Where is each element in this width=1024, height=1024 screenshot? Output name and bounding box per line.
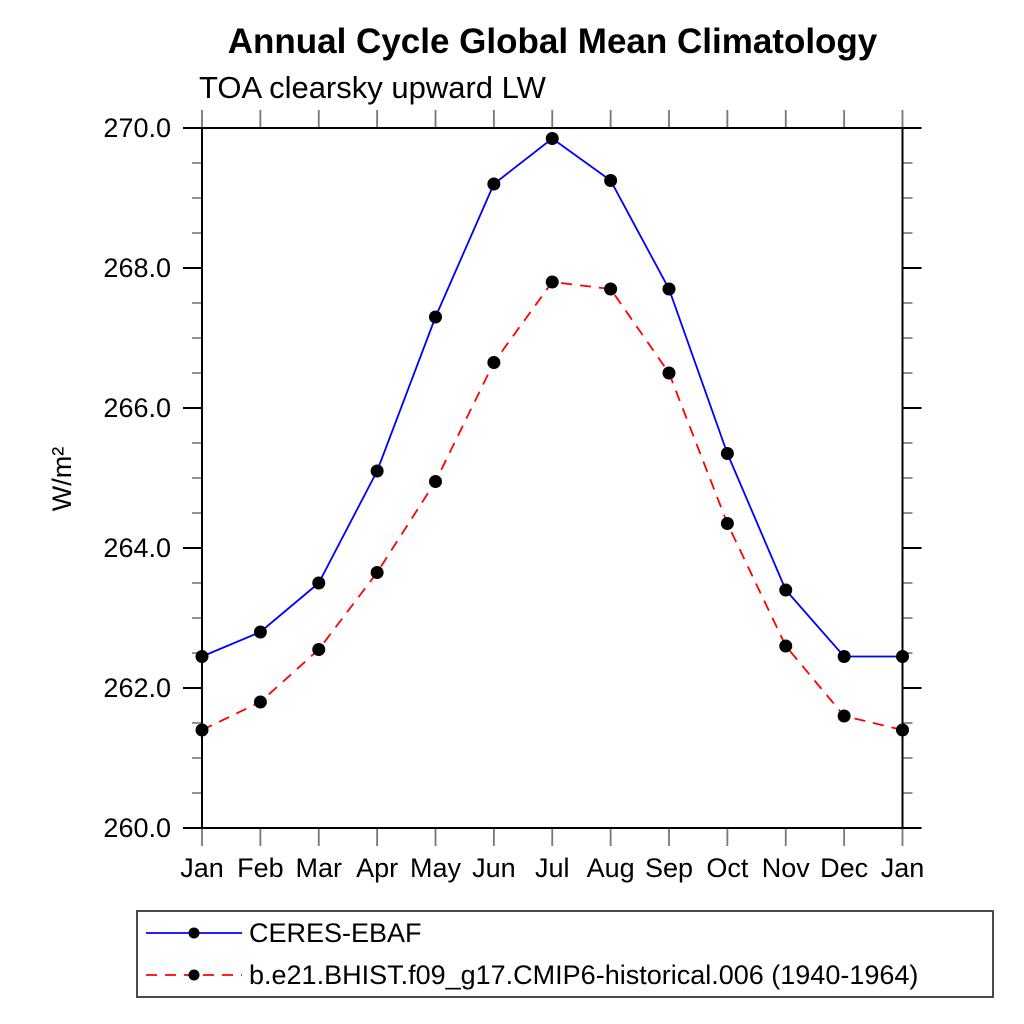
- data-point-s1-Mar: [312, 643, 326, 656]
- data-point-s1-May: [429, 475, 442, 488]
- data-point-s0-Sep: [662, 282, 676, 296]
- legend-label-model: b.e21.BHIST.f09_g17.CMIP6-historical.006…: [249, 959, 919, 990]
- legend-line-sample-dashed: [146, 969, 242, 981]
- y-axis-label: W/m²: [47, 446, 77, 512]
- data-point-s0-Jun: [487, 177, 501, 191]
- plot-frame: [201, 127, 904, 829]
- x-tick-label: May: [410, 853, 462, 883]
- x-tick-label: Jan: [180, 853, 224, 883]
- y-tick-label: 268.0: [103, 253, 171, 283]
- x-tick-label: Oct: [706, 853, 749, 883]
- data-point-s1-Jan: [195, 723, 209, 737]
- data-point-s0-Jan: [896, 650, 909, 663]
- legend-line-sample-solid: [146, 927, 242, 939]
- x-tick-label: Aug: [587, 853, 635, 883]
- data-point-s1-Jan: [896, 723, 909, 737]
- data-point-s1-Oct: [720, 517, 734, 530]
- legend-item-ceres: CERES-EBAF: [138, 914, 992, 952]
- data-point-s1-Jun: [487, 356, 501, 369]
- x-tick-label: Dec: [820, 853, 868, 883]
- data-point-s0-Nov: [779, 583, 793, 597]
- chart-subtitle: TOA clearsky upward LW: [199, 70, 546, 105]
- data-point-s0-Jul: [545, 132, 559, 145]
- data-point-s0-May: [429, 310, 442, 324]
- x-tick-label: Apr: [356, 853, 398, 883]
- data-point-s0-Feb: [253, 625, 267, 639]
- data-point-s1-Nov: [779, 639, 793, 653]
- y-tick-label: 270.0: [103, 113, 171, 143]
- y-tick-label: 264.0: [103, 533, 171, 563]
- legend: CERES-EBAF b.e21.BHIST.f09_g17.CMIP6-his…: [136, 910, 994, 998]
- y-tick-label: 262.0: [103, 673, 171, 703]
- data-point-s0-Apr: [370, 464, 384, 478]
- data-point-s0-Dec: [837, 650, 851, 663]
- data-point-s0-Jan: [195, 650, 209, 663]
- data-point-s1-Aug: [604, 282, 618, 296]
- data-point-s1-Sep: [662, 366, 676, 380]
- series-line-1: [201, 281, 903, 731]
- x-tick-label: Nov: [762, 853, 811, 883]
- x-tick-label: Jun: [472, 853, 516, 883]
- data-point-s1-Apr: [370, 566, 384, 579]
- data-point-s0-Aug: [604, 174, 618, 187]
- data-point-s1-Jul: [545, 275, 559, 289]
- data-point-s0-Oct: [720, 447, 734, 460]
- legend-item-model: b.e21.BHIST.f09_g17.CMIP6-historical.006…: [138, 956, 992, 994]
- y-tick-label: 266.0: [103, 393, 171, 423]
- y-tick-label: 260.0: [103, 813, 171, 843]
- x-tick-label: Jan: [881, 853, 925, 883]
- series-line-0: [201, 137, 903, 658]
- legend-label-ceres: CERES-EBAF: [249, 917, 422, 948]
- x-tick-label: Mar: [296, 853, 343, 883]
- x-tick-label: Sep: [645, 853, 693, 883]
- data-point-s1-Dec: [837, 709, 851, 723]
- chart-title: Annual Cycle Global Mean Climatology: [227, 22, 878, 61]
- data-point-s0-Mar: [312, 576, 326, 590]
- x-tick-label: Jul: [535, 853, 570, 883]
- data-point-s1-Feb: [253, 695, 267, 709]
- legend-marker-dot: [188, 969, 200, 981]
- x-tick-label: Feb: [237, 853, 284, 883]
- legend-marker-dot: [188, 927, 200, 939]
